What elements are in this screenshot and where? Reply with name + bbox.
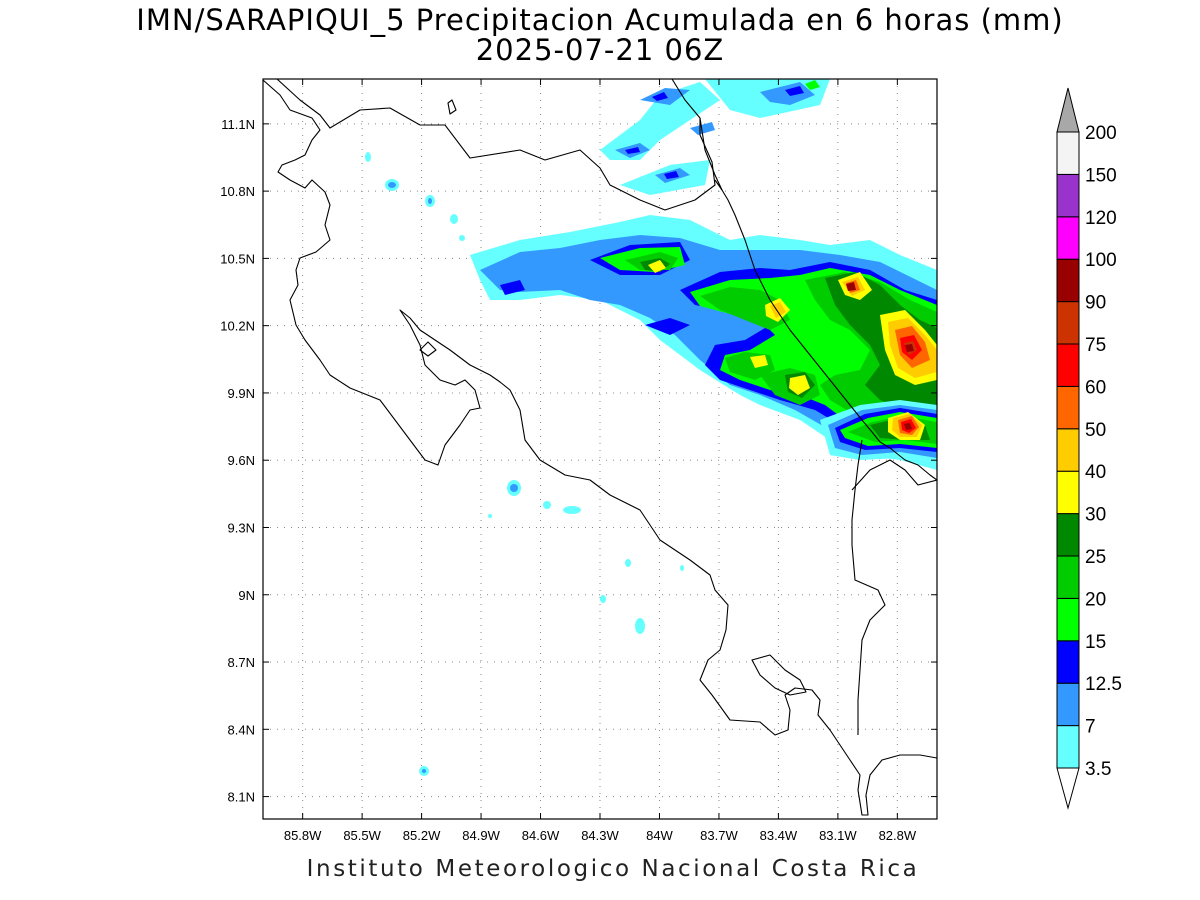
colorbar-level-label: 30 xyxy=(1085,505,1106,526)
longitude-label: 83.7W xyxy=(700,828,738,843)
golfo-dulce xyxy=(751,654,807,696)
latitude-label: 10.2N xyxy=(220,319,255,334)
longitude-label: 85.8W xyxy=(284,828,322,843)
caribbean-coast xyxy=(714,179,937,481)
gulf-of-nicoya xyxy=(419,341,437,357)
latitude-labels: 11.1N 10.8N 10.5N 10.2N 9.9N 9.6N 9.3N 9N 8.7N 8.… xyxy=(220,117,255,805)
rain-band-north xyxy=(600,79,830,195)
colorbar-swatch xyxy=(1056,343,1080,387)
map-title: IMN/SARAPIQUI_5 Precipitacion Acumulada … xyxy=(136,3,1064,37)
longitude-label: 84.9W xyxy=(462,828,500,843)
latitude-label: 8.4N xyxy=(228,722,255,737)
latitude-label: 9.9N xyxy=(228,386,255,401)
colorbar-level-label: 7 xyxy=(1085,717,1096,738)
footer-credit: Instituto Meteorologico Nacional Costa R… xyxy=(306,856,920,882)
colorbar-swatch xyxy=(1056,385,1080,430)
rain-band-central xyxy=(470,215,937,470)
isolated-rain-cells xyxy=(365,152,684,776)
colorbar-swatch xyxy=(1056,216,1080,260)
colorbar-level-label: 3.5 xyxy=(1085,759,1111,780)
colorbar-level-label: 60 xyxy=(1085,377,1106,398)
latitude-label: 9.6N xyxy=(228,453,255,468)
cr-panama-border xyxy=(851,439,886,735)
map-gridlines xyxy=(263,79,937,819)
axis-ticks xyxy=(263,79,937,819)
longitude-label: 85.2W xyxy=(403,828,441,843)
longitude-label: 84W xyxy=(646,828,673,843)
colorbar-level-label: 120 xyxy=(1085,208,1117,229)
longitude-label: 83.1W xyxy=(819,828,857,843)
latitude-label: 11.1N xyxy=(221,117,255,132)
colorbar-swatch xyxy=(1056,597,1080,642)
panama-caribbean-coast xyxy=(851,459,937,491)
lake-nicaragua-shore xyxy=(276,79,716,211)
colorbar-swatch xyxy=(1056,555,1080,599)
longitude-label: 82.8W xyxy=(879,828,917,843)
nicaragua-border-east xyxy=(699,117,723,191)
colorbar-swatch xyxy=(1056,640,1080,684)
colorbar-over-arrow xyxy=(1056,87,1080,133)
colorbar-swatch xyxy=(1056,725,1080,769)
latitude-label: 9.3N xyxy=(228,520,255,535)
colorbar-level-label: 50 xyxy=(1085,420,1106,441)
colorbar-swatch xyxy=(1056,131,1080,175)
precipitation-colorbar: 3.5 7 12.5 15 20 25 30 40 50 60 75 90 100 120 150 200 xyxy=(1056,87,1122,810)
colorbar-level-label: 20 xyxy=(1085,589,1106,610)
colorbar-under-arrow xyxy=(1056,767,1080,810)
latitude-label: 9N xyxy=(238,588,255,603)
colorbar-swatch xyxy=(1056,173,1080,218)
latitude-label: 10.5N xyxy=(220,251,255,266)
map-valid-time: 2025-07-21 06Z xyxy=(475,33,725,67)
precipitation-field xyxy=(365,79,937,776)
longitude-label: 85.5W xyxy=(343,828,381,843)
latitude-label: 8.7N xyxy=(228,655,255,670)
longitude-labels: 85.8W 85.5W 85.2W 84.9W 84.6W 84.3W 84W 83.7W 83… xyxy=(284,828,917,843)
colorbar-swatch xyxy=(1056,682,1080,727)
colorbar-level-label: 200 xyxy=(1085,123,1117,144)
colorbar-level-label: 90 xyxy=(1085,293,1106,314)
coastlines-and-borders xyxy=(263,79,937,816)
colorbar-swatch xyxy=(1056,301,1080,345)
colorbar-level-label: 25 xyxy=(1085,547,1106,568)
colorbar-level-label: 12.5 xyxy=(1085,674,1122,695)
pacific-coast xyxy=(263,79,937,816)
longitude-label: 84.3W xyxy=(581,828,619,843)
colorbar-swatch xyxy=(1056,470,1080,515)
colorbar-level-label: 150 xyxy=(1085,165,1117,186)
colorbar-level-label: 15 xyxy=(1085,632,1106,653)
longitude-label: 84.6W xyxy=(522,828,560,843)
latitude-label: 10.8N xyxy=(220,184,255,199)
colorbar-swatch xyxy=(1056,428,1080,472)
colorbar-swatch xyxy=(1056,258,1080,303)
lake-island xyxy=(447,99,457,115)
latitude-label: 8.1N xyxy=(228,790,255,805)
colorbar-level-label: 100 xyxy=(1085,250,1117,271)
colorbar-level-label: 40 xyxy=(1085,462,1106,483)
rain-cell-south xyxy=(820,400,937,465)
colorbar-swatch xyxy=(1056,513,1080,557)
longitude-label: 83.4W xyxy=(760,828,798,843)
colorbar-level-label: 75 xyxy=(1085,335,1106,356)
